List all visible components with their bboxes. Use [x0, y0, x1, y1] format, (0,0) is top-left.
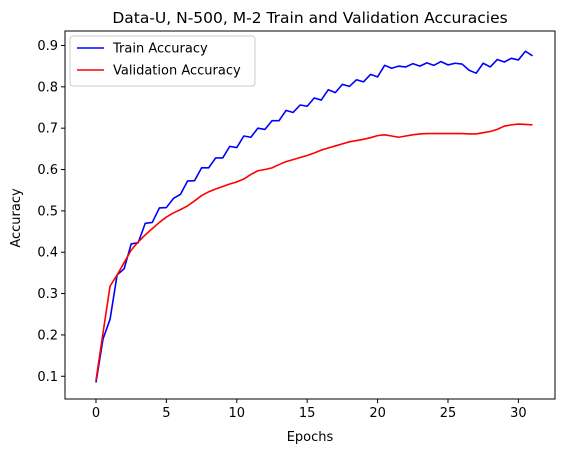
x-axis: 0 5 10 15 20 25 30 — [92, 399, 527, 421]
plot-frame — [64, 30, 556, 400]
y-tick-label: 0.5 — [37, 204, 58, 219]
y-tick-label: 0.8 — [37, 80, 58, 95]
x-tick-label: 10 — [229, 406, 246, 421]
x-tick-label: 0 — [92, 406, 100, 421]
y-tick-label: 0.6 — [37, 163, 58, 178]
legend-label: Train Accuracy — [112, 42, 208, 57]
y-tick-label: 0.9 — [37, 39, 58, 54]
x-tick-label: 15 — [299, 406, 316, 421]
x-tick-label: 25 — [440, 406, 457, 421]
y-tick-label: 0.4 — [37, 246, 58, 261]
legend-label: Validation Accuracy — [113, 64, 241, 79]
x-axis-label: Epochs — [287, 430, 334, 445]
x-tick-label: 20 — [369, 406, 386, 421]
y-axis-label: Accuracy — [9, 188, 24, 248]
plot-area — [95, 50, 533, 383]
validation-accuracy-line — [95, 123, 533, 381]
y-tick-label: 0.1 — [37, 370, 58, 385]
x-tick-label: 30 — [510, 406, 527, 421]
train-accuracy-line — [95, 50, 533, 383]
y-tick-label: 0.2 — [37, 328, 58, 343]
x-tick-label: 5 — [162, 406, 170, 421]
y-axis: 0.1 0.2 0.3 0.4 0.5 0.6 0.7 0.8 0.9 — [37, 39, 65, 385]
y-tick-label: 0.3 — [37, 287, 58, 302]
legend-box — [69, 35, 256, 87]
chart-title: Data-U, N-500, M-2 Train and Validation … — [112, 9, 507, 27]
y-tick-label: 0.7 — [37, 122, 58, 137]
legend: Train Accuracy Validation Accuracy — [69, 35, 256, 87]
